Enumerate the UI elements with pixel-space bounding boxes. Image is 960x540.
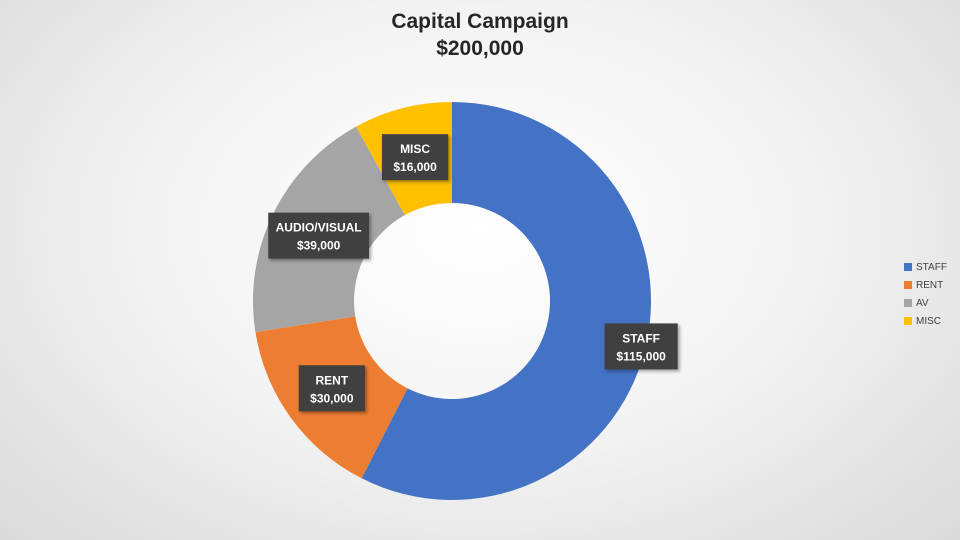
legend-label: AV (916, 297, 929, 309)
data-label-box (268, 212, 370, 259)
slice-staff (361, 102, 651, 500)
chart-subtitle: $200,000 (436, 37, 524, 60)
data-label-rent: RENT $30,000 (298, 365, 366, 412)
legend-item-av: AV (904, 294, 956, 312)
data-label-name: MISC (400, 142, 430, 156)
data-labels-layer: STAFF $115,000 RENT $30,000 AUDIO/VISUAL $39,… (268, 134, 678, 412)
chart-legend: STAFF RENT AV MISC (904, 258, 956, 330)
legend-label: MISC (916, 315, 941, 327)
legend-item-staff: STAFF (904, 258, 956, 276)
data-label-staff: STAFF $115,000 (604, 323, 678, 370)
data-label-box (298, 365, 366, 412)
legend-swatch (904, 281, 912, 289)
data-label-name: RENT (316, 373, 349, 387)
legend-swatch (904, 299, 912, 307)
chart-title: Capital Campaign (391, 10, 569, 33)
legend-item-misc: MISC (904, 312, 956, 330)
data-label-value: $16,000 (393, 160, 437, 174)
data-label-name: STAFF (622, 331, 660, 345)
legend-label: RENT (916, 279, 944, 291)
data-label-value: $39,000 (297, 239, 341, 253)
data-label-box (604, 323, 678, 370)
data-label-box (381, 134, 449, 181)
legend-swatch (904, 263, 912, 271)
legend-label: STAFF (916, 261, 947, 273)
legend-swatch (904, 317, 912, 325)
data-label-misc: MISC $16,000 (381, 134, 449, 181)
legend-item-rent: RENT (904, 276, 956, 294)
data-label-value: $115,000 (616, 349, 666, 363)
slices-layer (253, 102, 651, 500)
data-label-av: AUDIO/VISUAL $39,000 (268, 212, 370, 259)
chart-title-block: Capital Campaign $200,000 (0, 8, 960, 62)
data-label-name: AUDIO/VISUAL (276, 221, 362, 235)
data-label-value: $30,000 (310, 391, 354, 405)
